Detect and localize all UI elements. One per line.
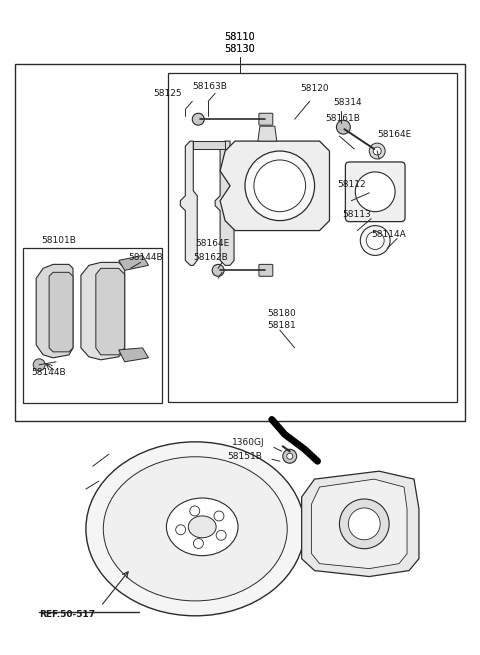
Text: 58144B: 58144B xyxy=(128,253,163,263)
Text: 58164E: 58164E xyxy=(377,130,411,139)
Text: 58120: 58120 xyxy=(300,84,329,94)
Text: 58101B: 58101B xyxy=(42,236,76,246)
Text: 58110: 58110 xyxy=(225,31,255,42)
Text: 58130: 58130 xyxy=(225,44,255,54)
Circle shape xyxy=(339,499,389,549)
Ellipse shape xyxy=(188,516,216,538)
Circle shape xyxy=(245,151,314,221)
Polygon shape xyxy=(301,471,419,576)
Text: 58314: 58314 xyxy=(333,98,362,107)
Circle shape xyxy=(287,453,293,459)
Text: REF.50-517: REF.50-517 xyxy=(39,610,96,620)
Bar xyxy=(23,248,162,403)
Polygon shape xyxy=(49,272,73,352)
Polygon shape xyxy=(258,126,277,141)
Circle shape xyxy=(254,160,306,212)
Text: 58162B: 58162B xyxy=(193,253,228,263)
Ellipse shape xyxy=(86,442,305,616)
Circle shape xyxy=(190,506,200,516)
Circle shape xyxy=(366,232,384,250)
Text: 58151B: 58151B xyxy=(228,452,263,461)
Text: 58114A: 58114A xyxy=(372,229,407,238)
Polygon shape xyxy=(96,269,125,355)
Polygon shape xyxy=(119,348,148,362)
Bar xyxy=(15,64,465,421)
Text: 58130: 58130 xyxy=(225,44,255,54)
Text: 58163B: 58163B xyxy=(193,83,228,92)
Circle shape xyxy=(369,143,385,159)
Text: 58164E: 58164E xyxy=(195,240,229,248)
Text: 58113: 58113 xyxy=(342,210,371,219)
Circle shape xyxy=(355,172,395,212)
Circle shape xyxy=(360,225,390,255)
Text: 1360GJ: 1360GJ xyxy=(232,438,264,447)
Polygon shape xyxy=(36,265,73,358)
Circle shape xyxy=(336,121,350,134)
Polygon shape xyxy=(81,263,125,360)
Circle shape xyxy=(214,511,224,521)
Text: 58144B: 58144B xyxy=(31,367,66,377)
Circle shape xyxy=(348,508,380,540)
Text: 58125: 58125 xyxy=(154,89,182,98)
Circle shape xyxy=(193,538,204,548)
Text: 58161B: 58161B xyxy=(325,114,360,123)
Polygon shape xyxy=(215,141,234,265)
FancyBboxPatch shape xyxy=(346,162,405,221)
FancyBboxPatch shape xyxy=(259,265,273,276)
Polygon shape xyxy=(312,479,407,569)
Circle shape xyxy=(176,525,186,534)
Circle shape xyxy=(192,113,204,125)
Circle shape xyxy=(373,147,381,155)
Text: 58112: 58112 xyxy=(337,180,366,189)
Ellipse shape xyxy=(103,457,287,601)
Text: 58181: 58181 xyxy=(267,321,296,330)
Polygon shape xyxy=(220,141,329,231)
Ellipse shape xyxy=(167,498,238,555)
FancyBboxPatch shape xyxy=(259,113,273,125)
Polygon shape xyxy=(180,141,197,265)
Circle shape xyxy=(33,359,45,371)
Circle shape xyxy=(283,449,297,463)
Text: 58110: 58110 xyxy=(225,31,255,42)
Circle shape xyxy=(216,531,226,540)
Polygon shape xyxy=(193,141,225,149)
Text: 58180: 58180 xyxy=(267,309,296,318)
Polygon shape xyxy=(119,255,148,271)
Circle shape xyxy=(212,265,224,276)
Bar xyxy=(168,73,457,402)
